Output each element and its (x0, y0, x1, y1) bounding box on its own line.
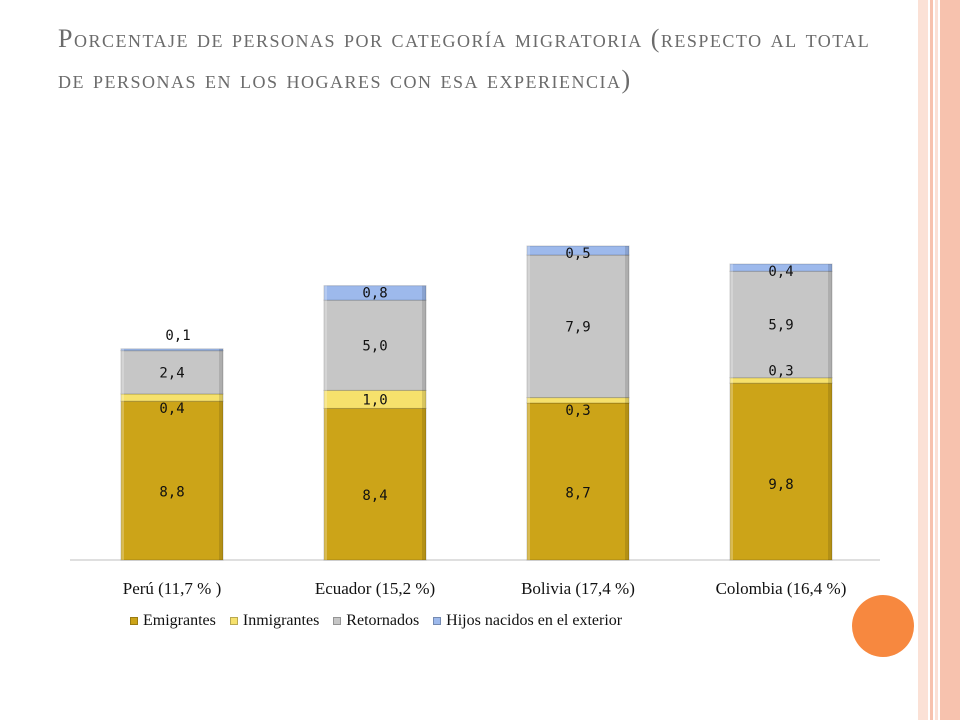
legend-label: Inmigrantes (242, 612, 320, 629)
legend-swatch (229, 617, 238, 625)
data-label-emigrantes: 8,8 (159, 485, 184, 501)
decorative-stripe (935, 0, 938, 720)
legend-swatch (433, 617, 442, 625)
bar-segment-emigrantes (120, 400, 224, 561)
data-label-inmigrantes: 0,3 (565, 403, 590, 419)
data-label-hijos: 0,8 (362, 286, 387, 302)
legend-item-retornados: Retornados (333, 612, 419, 630)
legend-item-inmigrantes: Inmigrantes (229, 612, 320, 630)
data-label-emigrantes: 9,8 (768, 477, 793, 493)
category-label: Colombia (16,4 %) (716, 579, 847, 598)
data-label-retornados: 7,9 (565, 319, 590, 335)
data-label-retornados: 5,0 (362, 338, 387, 354)
category-label: Ecuador (15,2 %) (315, 579, 435, 598)
legend-swatch (333, 617, 342, 625)
data-label-emigrantes: 8,4 (362, 488, 387, 504)
data-label-hijos: 0,1 (165, 328, 190, 344)
slide-title: Porcentaje de personas por categoría mig… (58, 24, 871, 94)
data-label-inmigrantes: 0,3 (768, 364, 793, 380)
bar-segment-hijos (526, 245, 630, 256)
data-label-emigrantes: 8,7 (565, 485, 590, 501)
data-label-hijos: 0,5 (565, 246, 590, 262)
bar-segment-retornados (323, 299, 427, 391)
bar-highlight (527, 246, 530, 560)
data-label-retornados: 2,4 (159, 365, 184, 381)
bar-shade (219, 348, 223, 560)
bar-segment-retornados (526, 254, 630, 399)
category-label: Perú (11,7 % ) (123, 579, 222, 598)
decorative-stripe (918, 0, 928, 720)
data-label-retornados: 5,9 (768, 318, 793, 334)
data-label-hijos: 0,4 (768, 264, 793, 280)
legend-label: Emigrantes (143, 612, 216, 629)
decorative-stripe (930, 0, 933, 720)
bar-highlight (121, 348, 124, 560)
bar-shade (828, 264, 832, 560)
bar-segment-emigrantes (526, 402, 630, 561)
legend-label: Hijos nacidos en el exterior (446, 612, 623, 629)
bar-segment-retornados (729, 270, 833, 379)
category-label: Bolivia (17,4 %) (521, 579, 635, 598)
legend-label: Retornados (346, 612, 420, 629)
data-label-inmigrantes: 0,4 (159, 401, 184, 417)
legend-item-hijos: Hijos nacidos en el exterior (433, 612, 622, 630)
bar-segment-hijos (729, 263, 833, 272)
bar-segment-emigrantes (729, 382, 833, 561)
decorative-circle (852, 595, 914, 657)
chart-legend: Emigrantes Inmigrantes Retornados Hijos nac… (130, 612, 622, 630)
bar-shade (422, 285, 426, 560)
stacked-bar-chart: 8,8 0,4 2,4 0,1 Perú (11,7 % ) 8,4 1,0 5,0 0,8 Ec… (70, 245, 880, 598)
bar-segment-retornados (120, 350, 224, 395)
bar-shade (625, 246, 629, 560)
bar-segment-hijos (323, 285, 427, 301)
bar-segment-inmigrantes (120, 393, 224, 402)
decorative-stripe (940, 0, 960, 720)
bar-highlight (730, 264, 733, 560)
legend-item-emigrantes: Emigrantes (130, 612, 216, 630)
bar-segment-hijos (120, 348, 224, 352)
bar-segment-emigrantes (323, 407, 427, 561)
bar-highlight (324, 285, 327, 560)
data-label-inmigrantes: 1,0 (362, 392, 387, 408)
legend-swatch (130, 617, 138, 625)
